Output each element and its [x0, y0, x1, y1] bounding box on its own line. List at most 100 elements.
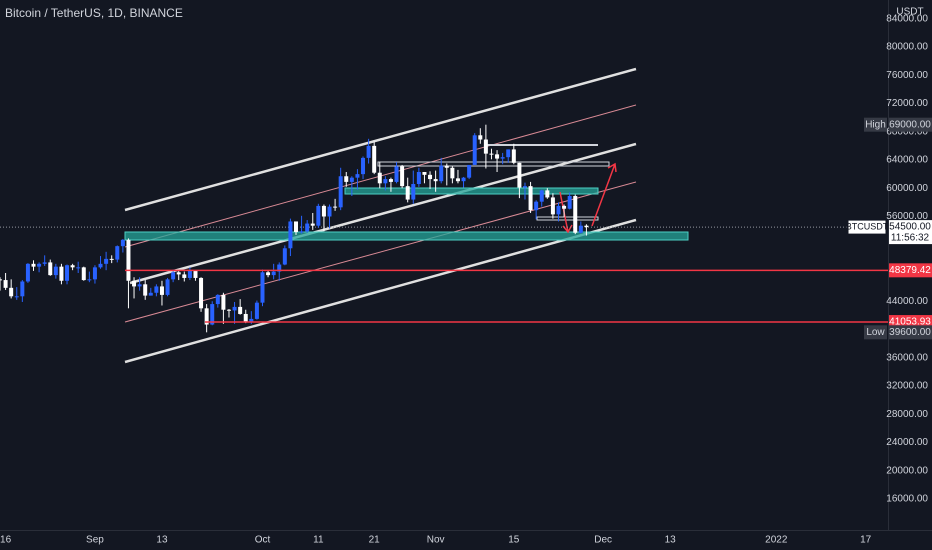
x-tick-label: 13 [665, 535, 677, 546]
y-tick-label: 60000.00 [886, 183, 928, 194]
candle-body [377, 172, 382, 184]
candle-body [562, 205, 567, 209]
level-label: 48379.42 [889, 265, 931, 276]
candle-body [76, 267, 81, 269]
candle-body [271, 271, 276, 276]
y-tick-label: 64000.00 [886, 155, 928, 166]
candle-body [193, 270, 198, 278]
candle-body [545, 190, 550, 198]
candle-body [282, 248, 287, 265]
level-badge [889, 263, 932, 278]
candle-body [148, 292, 153, 296]
y-tick-label: 28000.00 [886, 409, 928, 420]
y-tick-label: 44000.00 [886, 296, 928, 307]
range-box-low [536, 216, 599, 221]
candle-body [578, 225, 583, 233]
y-tick-label: 76000.00 [886, 70, 928, 81]
candle-body [344, 176, 349, 182]
candle-body [288, 221, 293, 249]
candle-body [455, 178, 460, 182]
y-tick-label: 20000.00 [886, 465, 928, 476]
candle-body [159, 286, 164, 295]
candle-body [489, 153, 494, 155]
candle-body [550, 197, 555, 215]
candle-body [338, 176, 343, 208]
candle-body [3, 280, 8, 288]
extreme-value-badge [889, 325, 932, 340]
range-box [377, 161, 610, 167]
candle-body [400, 166, 405, 187]
extreme-name-badge [864, 117, 887, 132]
candle-body [366, 145, 371, 158]
candle-body [450, 167, 455, 179]
candle-body [528, 186, 533, 211]
candle-body [556, 205, 561, 215]
candle-body [444, 165, 449, 168]
candle-body [461, 177, 466, 182]
candle-body [254, 302, 259, 319]
candle-body [383, 179, 388, 184]
candle-body [232, 306, 237, 311]
candle-body [204, 308, 209, 325]
y-tick-label: 84000.00 [886, 13, 928, 24]
x-tick-label: 21 [369, 535, 381, 546]
candle-body [70, 265, 75, 268]
candle-body [522, 186, 527, 188]
candle-body [388, 179, 393, 182]
candle-body [0, 279, 2, 281]
x-tick-label: 17 [860, 535, 872, 546]
candle-body [327, 206, 332, 217]
candle-body [210, 304, 215, 325]
symbol-name: BTCUSDT [846, 221, 889, 231]
countdown: 11:56:32 [891, 233, 930, 244]
candle-body [98, 263, 103, 268]
candle-body [187, 270, 192, 278]
extreme-value-badge [889, 117, 932, 132]
candle-body [171, 272, 176, 280]
candle-body [495, 154, 500, 159]
extreme-name: Low [866, 327, 885, 338]
candle-body [439, 165, 444, 182]
x-tick-label: 2022 [765, 535, 788, 546]
candle-body [416, 172, 421, 185]
candle-body [299, 231, 304, 233]
candle-body [238, 306, 243, 314]
x-tick-label: Dec [594, 535, 612, 546]
support-zone [124, 231, 689, 241]
candle-body [176, 272, 181, 275]
candle-body [310, 223, 315, 226]
candle-body [511, 149, 516, 163]
candle-body [243, 313, 248, 323]
candle-body [321, 205, 326, 217]
candle-body [9, 287, 14, 297]
y-tick-label: 72000.00 [886, 98, 928, 109]
y-tick-label: 68000.00 [886, 126, 928, 137]
candle-body [472, 135, 477, 165]
candle-body [316, 205, 321, 226]
candle-body [65, 265, 70, 281]
channel-lower [124, 218, 637, 364]
candle-body [294, 221, 298, 233]
y-tick-label: 32000.00 [886, 381, 928, 392]
candle-body [361, 157, 366, 175]
candle-body [226, 309, 231, 311]
channel-middle [129, 142, 637, 285]
candle-body [483, 139, 488, 154]
symbol-badge [847, 219, 887, 235]
candle-body [25, 263, 30, 282]
candle-body [567, 196, 572, 209]
candle-body [154, 286, 159, 293]
x-tick-label: 15 [508, 535, 520, 546]
candle-body [478, 135, 483, 140]
candle-body [14, 296, 19, 298]
x-tick-label: 16 [0, 535, 12, 546]
candle-body [573, 196, 578, 233]
x-tick-label: 13 [156, 535, 168, 546]
candle-body [277, 264, 282, 272]
candle-body [182, 274, 187, 278]
candle-body [37, 263, 42, 267]
candle-body [92, 267, 97, 280]
x-tick-label: 11 [313, 535, 324, 546]
candle-body [42, 262, 47, 264]
